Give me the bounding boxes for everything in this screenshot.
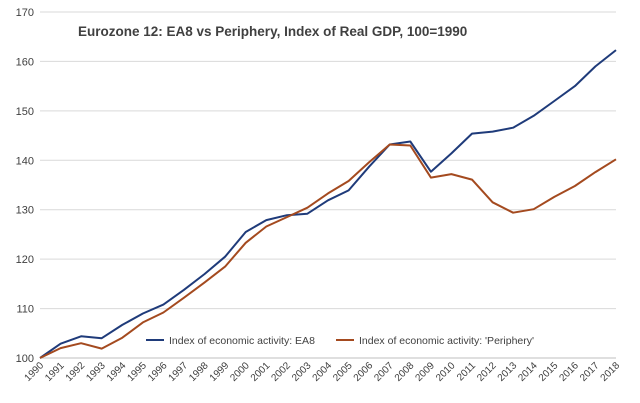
x-tick-label: 2017: [578, 360, 602, 384]
legend-label-ea8: Index of economic activity: EA8: [169, 335, 315, 347]
x-tick-label: 2014: [516, 360, 540, 384]
legend-label-periphery: Index of economic activity: 'Periphery': [359, 335, 534, 347]
y-tick-label: 120: [16, 254, 34, 266]
x-tick-label: 1996: [146, 360, 170, 384]
x-tick-label: 2015: [537, 360, 561, 384]
x-tick-label: 2016: [557, 360, 581, 384]
x-tick-label: 2002: [269, 360, 293, 384]
x-tick-label: 2000: [228, 360, 252, 384]
y-axis-ticks: 100 110 120 130 140 150 160 170: [16, 7, 34, 365]
x-tick-label: 2018: [599, 360, 623, 384]
x-tick-label: 1994: [105, 360, 129, 384]
y-tick-label: 160: [16, 56, 34, 68]
x-tick-label: 1998: [187, 360, 211, 384]
y-tick-label: 170: [16, 7, 34, 19]
x-tick-label: 1993: [84, 360, 108, 384]
x-tick-label: 2006: [352, 360, 376, 384]
x-axis-ticks: 1990199119921993199419951996199719981999…: [23, 360, 623, 384]
series-line-periphery: [39, 143, 617, 359]
x-tick-label: 2011: [455, 360, 478, 383]
x-tick-label: 1992: [64, 360, 88, 384]
x-tick-label: 2004: [311, 360, 335, 384]
y-tick-label: 110: [16, 304, 34, 316]
series-lines: [39, 49, 617, 359]
series-line-ea8: [39, 49, 617, 359]
x-tick-label: 2003: [290, 360, 314, 384]
x-tick-label: 1997: [167, 360, 191, 384]
x-tick-label: 2001: [249, 360, 273, 384]
x-tick-label: 1991: [43, 360, 67, 384]
y-tick-label: 100: [16, 353, 34, 365]
x-tick-label: 2008: [393, 360, 417, 384]
y-tick-label: 150: [16, 106, 34, 118]
x-tick-label: 1995: [125, 360, 149, 384]
x-tick-label: 2013: [496, 360, 520, 384]
x-tick-label: 2005: [331, 360, 355, 384]
y-tick-label: 140: [16, 155, 34, 167]
x-tick-label: 2012: [475, 360, 499, 384]
x-tick-label: 1999: [208, 360, 232, 384]
x-tick-label: 2009: [413, 360, 437, 384]
gridlines: [40, 11, 616, 359]
x-tick-label: 2010: [434, 360, 458, 384]
chart-title: Eurozone 12: EA8 vs Periphery, Index of …: [78, 24, 467, 39]
x-tick-label: 2007: [372, 360, 396, 384]
legend: Index of economic activity: EA8 Index of…: [146, 335, 534, 347]
y-tick-label: 130: [16, 205, 34, 217]
